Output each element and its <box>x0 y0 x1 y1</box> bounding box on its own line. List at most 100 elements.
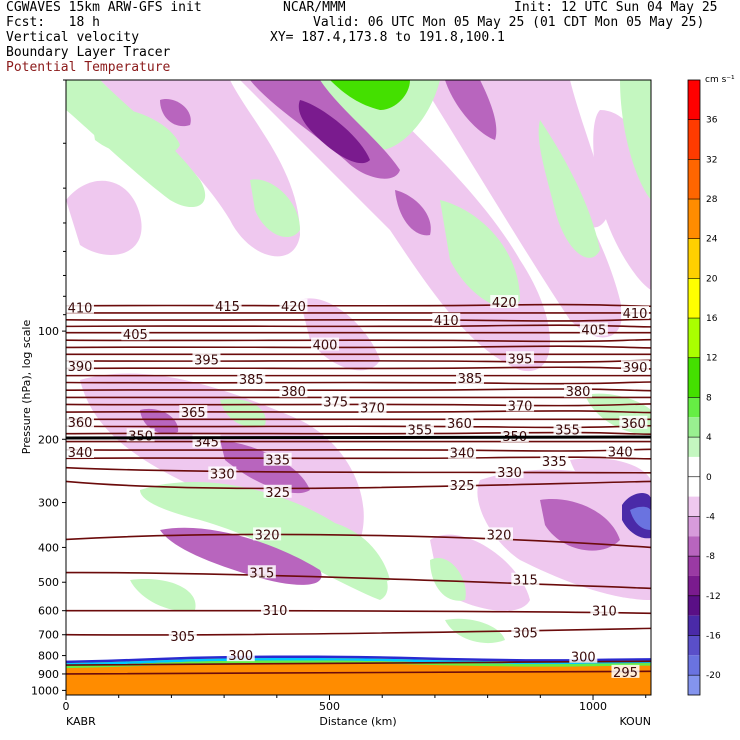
theta-label: 340 <box>68 446 93 461</box>
colorbar-band <box>688 556 700 576</box>
theta-label: 310 <box>263 604 288 619</box>
theta-label-bg <box>213 298 242 312</box>
theta-label: 345 <box>194 436 219 451</box>
colorbar-frame <box>687 79 701 696</box>
theta-label-bg <box>564 384 593 398</box>
colorbar-band <box>688 595 700 616</box>
y-tick-label: 100 <box>38 325 59 338</box>
y-axis: 100 200 300 400 500 600 700 800 900 1000 <box>31 79 66 697</box>
theta-label-bg <box>621 360 649 374</box>
theta-label-bg <box>484 527 513 541</box>
theta-label: 390 <box>68 360 93 375</box>
theta-label: 300 <box>228 649 253 664</box>
theta-label: 305 <box>170 630 195 645</box>
theta-contour <box>66 381 651 385</box>
start-station-label: KABR <box>66 715 96 728</box>
colorbar-band <box>688 575 700 596</box>
theta-label: 340 <box>450 447 475 462</box>
cross-section-coords: XY= 187.4,173.8 to 191.8,100.1 <box>270 30 505 45</box>
theta-label: 335 <box>265 454 290 469</box>
theta-label-bg <box>66 300 94 314</box>
theta-contour <box>66 345 651 349</box>
boundary-layer-rim <box>66 657 651 666</box>
end-station-label: KOUN <box>619 715 651 728</box>
y-tick-label: 1000 <box>31 684 59 697</box>
theta-label-bg <box>358 400 387 414</box>
theta-label: 355 <box>555 424 580 439</box>
theta-contour <box>66 324 651 328</box>
colorbar-tick-label: 24 <box>706 235 718 245</box>
valid-time: Valid: 06 UTC Mon 05 May 25 (01 CDT Mon … <box>313 15 705 30</box>
theta-label-bg <box>500 429 529 443</box>
y-tick-label: 900 <box>38 668 59 681</box>
colorbar-tick-label: -20 <box>706 671 721 681</box>
theta-label-bg <box>553 422 582 436</box>
colorbar-band <box>688 655 700 676</box>
theta-label: 410 <box>434 314 459 329</box>
colorbar-tick-label: 16 <box>706 314 718 324</box>
theta-label: 315 <box>249 566 274 581</box>
plot-area: 420 420 415 410 410 410 405 405 400 395 395 390 390 3… <box>66 80 651 695</box>
y-tick-label: 200 <box>38 433 59 446</box>
y-tick-label: 800 <box>38 650 59 663</box>
rising-plume-blue <box>622 493 651 539</box>
theta-label: 335 <box>542 455 567 470</box>
colorbar-band <box>688 516 700 537</box>
boundary-layer-rim <box>66 655 651 664</box>
theta-contour <box>66 456 651 460</box>
theta-contour <box>66 571 651 590</box>
strong-downward-motion <box>298 100 370 164</box>
colorbar-unit: cm s⁻¹ <box>705 75 735 85</box>
theta-label: 320 <box>487 528 512 543</box>
y-tick-label: 400 <box>38 541 59 554</box>
theta-label: 310 <box>592 604 617 619</box>
theta-label: 400 <box>313 339 338 354</box>
theta-label-bg <box>448 445 477 459</box>
theta-contour <box>66 366 651 370</box>
colorbar-tick-label: 32 <box>706 155 717 165</box>
theta-label: 360 <box>68 416 93 431</box>
theta-label: 420 <box>281 300 306 315</box>
plot-frame <box>65 79 652 696</box>
colorbar-band <box>688 318 700 358</box>
theta-label: 355 <box>408 424 433 439</box>
theta-label-bg <box>279 298 308 312</box>
theta-label-bg <box>405 422 434 436</box>
theta-contour <box>66 303 651 308</box>
theta-contour <box>66 627 651 636</box>
theta-label-bg <box>311 337 340 351</box>
theta-label-bg <box>569 649 598 663</box>
colorbar-tick-label: 8 <box>706 393 712 403</box>
y-tick-label: 600 <box>38 605 59 618</box>
colorbar-tick-label: 12 <box>706 354 717 364</box>
theta-label: 315 <box>513 574 538 589</box>
y-tick-label: 700 <box>38 629 59 642</box>
theta-label-bg <box>121 327 150 341</box>
theta-label: 420 <box>492 296 517 311</box>
theta-label: 385 <box>239 373 264 388</box>
colorbar-tick-label: -16 <box>706 631 721 641</box>
forecast-hour: Fcst: 18 h <box>6 15 100 30</box>
theta-label: 395 <box>508 352 533 367</box>
colorbar-band <box>688 238 700 279</box>
colorbar-tick-label: 36 <box>706 116 718 126</box>
theta-label: 410 <box>623 307 648 322</box>
colorbar-tick-label: 0 <box>706 473 712 483</box>
colorbar-tick-label: -12 <box>706 592 721 602</box>
colorbar-band <box>688 199 700 239</box>
org-label: NCAR/MMM <box>283 0 346 15</box>
x-tick-label: 500 <box>319 700 340 713</box>
theta-label: 405 <box>581 324 606 339</box>
theta-contour <box>66 660 651 666</box>
colorbar-band <box>688 119 700 160</box>
theta-label: 320 <box>255 528 280 543</box>
theta-label-bg <box>611 664 640 678</box>
theta-contour <box>66 338 651 343</box>
colorbar-band <box>688 278 700 319</box>
x-axis: 0 500 1000 <box>63 695 647 713</box>
theta-label: 325 <box>265 486 290 501</box>
theta-label-bg <box>506 351 535 365</box>
colorbar-band <box>688 417 700 438</box>
theta-label-bg <box>621 305 649 319</box>
colorbar: 36 32 28 24 20 16 12 8 4 0 -4 -8 -12 -16 -20 <box>687 79 721 696</box>
